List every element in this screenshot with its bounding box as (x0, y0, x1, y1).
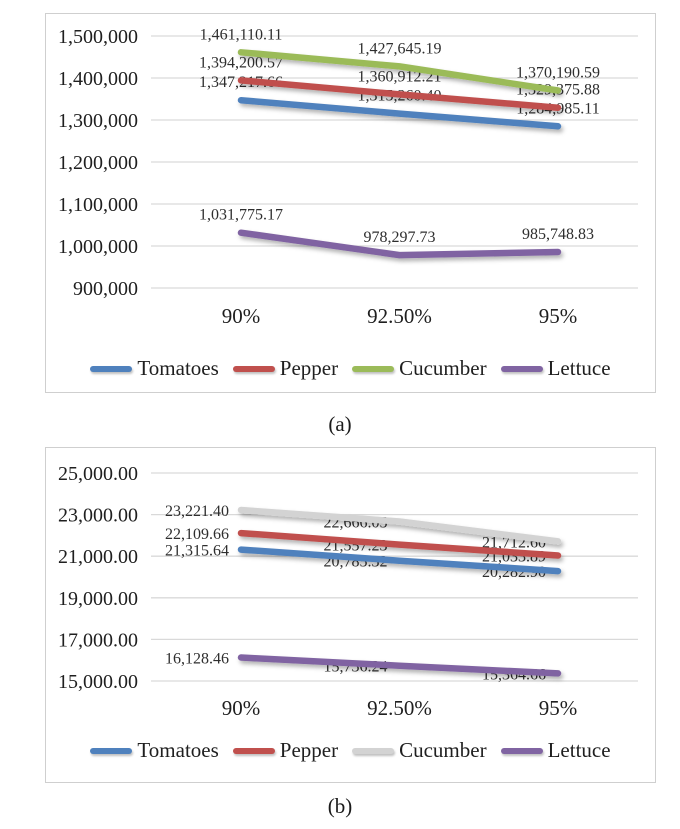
y-tick-label: 19,000.00 (58, 588, 138, 610)
legend-item-pepper: Pepper (232, 356, 339, 381)
legend-label-cucumber: Cucumber (399, 356, 487, 380)
y-tick-label: 1,000,000 (58, 236, 138, 258)
series-line-lettuce (237, 229, 562, 259)
legend-item-lettuce: Lettuce (500, 356, 611, 381)
legend-item-tomatoes: Tomatoes (90, 738, 219, 763)
legend-item-cucumber: Cucumber (352, 738, 487, 763)
legend-label-pepper: Pepper (279, 738, 339, 762)
y-tick-label: 21,000.00 (58, 546, 138, 568)
legend-label-tomatoes: Tomatoes (137, 738, 219, 762)
x-tick-label: 90% (222, 304, 261, 328)
series-line-pepper (237, 529, 562, 559)
legend-label-pepper: Pepper (279, 356, 339, 380)
y-tick-label: 1,100,000 (58, 194, 138, 216)
y-tick-label: 1,500,000 (58, 26, 138, 48)
series-line-pepper (237, 77, 562, 111)
chart-b-panel: 25,000.00 23,000.00 21,000.00 19,000.00 17,0… (45, 447, 656, 783)
chart-a-panel: 1,500,000 1,400,000 1,300,000 1,200,000 1,10… (45, 13, 656, 393)
data-label-lettuce: 1,031,775.17 (199, 207, 283, 224)
legend-swatch-tomatoes-icon (90, 747, 133, 754)
legend-label-lettuce: Lettuce (547, 356, 611, 380)
x-tick-label: 90% (222, 696, 261, 720)
y-tick-label: 1,400,000 (58, 68, 138, 90)
y-tick-label: 900,000 (73, 278, 138, 300)
legend-b: Tomatoes Pepper Cucumber Lettuce (46, 738, 655, 763)
y-tick-label: 23,000.00 (58, 505, 138, 527)
data-label-lettuce: 16,128.46 (165, 651, 229, 668)
legend-item-tomatoes: Tomatoes (90, 356, 219, 381)
legend-swatch-tomatoes-icon (90, 365, 133, 372)
x-tick-label: 95% (539, 304, 578, 328)
chart-a-plot: 1,500,000 1,400,000 1,300,000 1,200,000 1,10… (58, 26, 638, 328)
legend-swatch-cucumber-icon (352, 747, 395, 754)
legend-item-pepper: Pepper (232, 738, 339, 763)
legend-swatch-pepper-icon (232, 365, 275, 372)
data-label-cucumber: 23,221.40 (165, 503, 229, 520)
series-line-tomatoes (237, 546, 562, 575)
series-line-lettuce (237, 654, 562, 677)
data-label-pepper: 22,109.66 (165, 526, 229, 543)
y-tick-label: 25,000.00 (58, 463, 138, 485)
legend-label-cucumber: Cucumber (399, 738, 487, 762)
legend-swatch-lettuce-icon (500, 365, 543, 372)
legend-label-tomatoes: Tomatoes (137, 356, 219, 380)
data-label-pepper: 1,394,200.57 (199, 54, 283, 71)
legend-item-cucumber: Cucumber (352, 356, 487, 381)
data-label-tomatoes: 21,315.64 (165, 543, 229, 560)
chart-b-caption: (b) (327, 794, 353, 818)
data-label-lettuce: 978,297.73 (364, 229, 436, 246)
series-line-tomatoes (237, 96, 562, 130)
legend-a: Tomatoes Pepper Cucumber Lettuce (46, 356, 655, 381)
legend-label-lettuce: Lettuce (547, 738, 611, 762)
legend-swatch-lettuce-icon (500, 747, 543, 754)
x-tick-label: 95% (539, 696, 578, 720)
legend-swatch-pepper-icon (232, 747, 275, 754)
data-label-cucumber: 1,370,190.59 (516, 65, 600, 82)
y-tick-label: 17,000.00 (58, 629, 138, 651)
chart-b-plot: 25,000.00 23,000.00 21,000.00 19,000.00 17,0… (58, 463, 638, 720)
data-label-cucumber: 1,461,110.11 (200, 26, 283, 43)
legend-item-lettuce: Lettuce (500, 738, 611, 763)
chart-a-caption: (a) (328, 412, 352, 436)
y-tick-label: 1,300,000 (58, 110, 138, 132)
x-tick-label: 92.50% (367, 696, 432, 720)
series-line-cucumber (237, 49, 562, 94)
data-label-cucumber: 1,427,645.19 (358, 40, 442, 57)
data-label-lettuce: 985,748.83 (522, 226, 594, 243)
legend-swatch-cucumber-icon (352, 365, 395, 372)
x-tick-label: 92.50% (367, 304, 432, 328)
series-line-cucumber (237, 506, 562, 545)
y-tick-label: 15,000.00 (58, 671, 138, 693)
y-tick-label: 1,200,000 (58, 152, 138, 174)
